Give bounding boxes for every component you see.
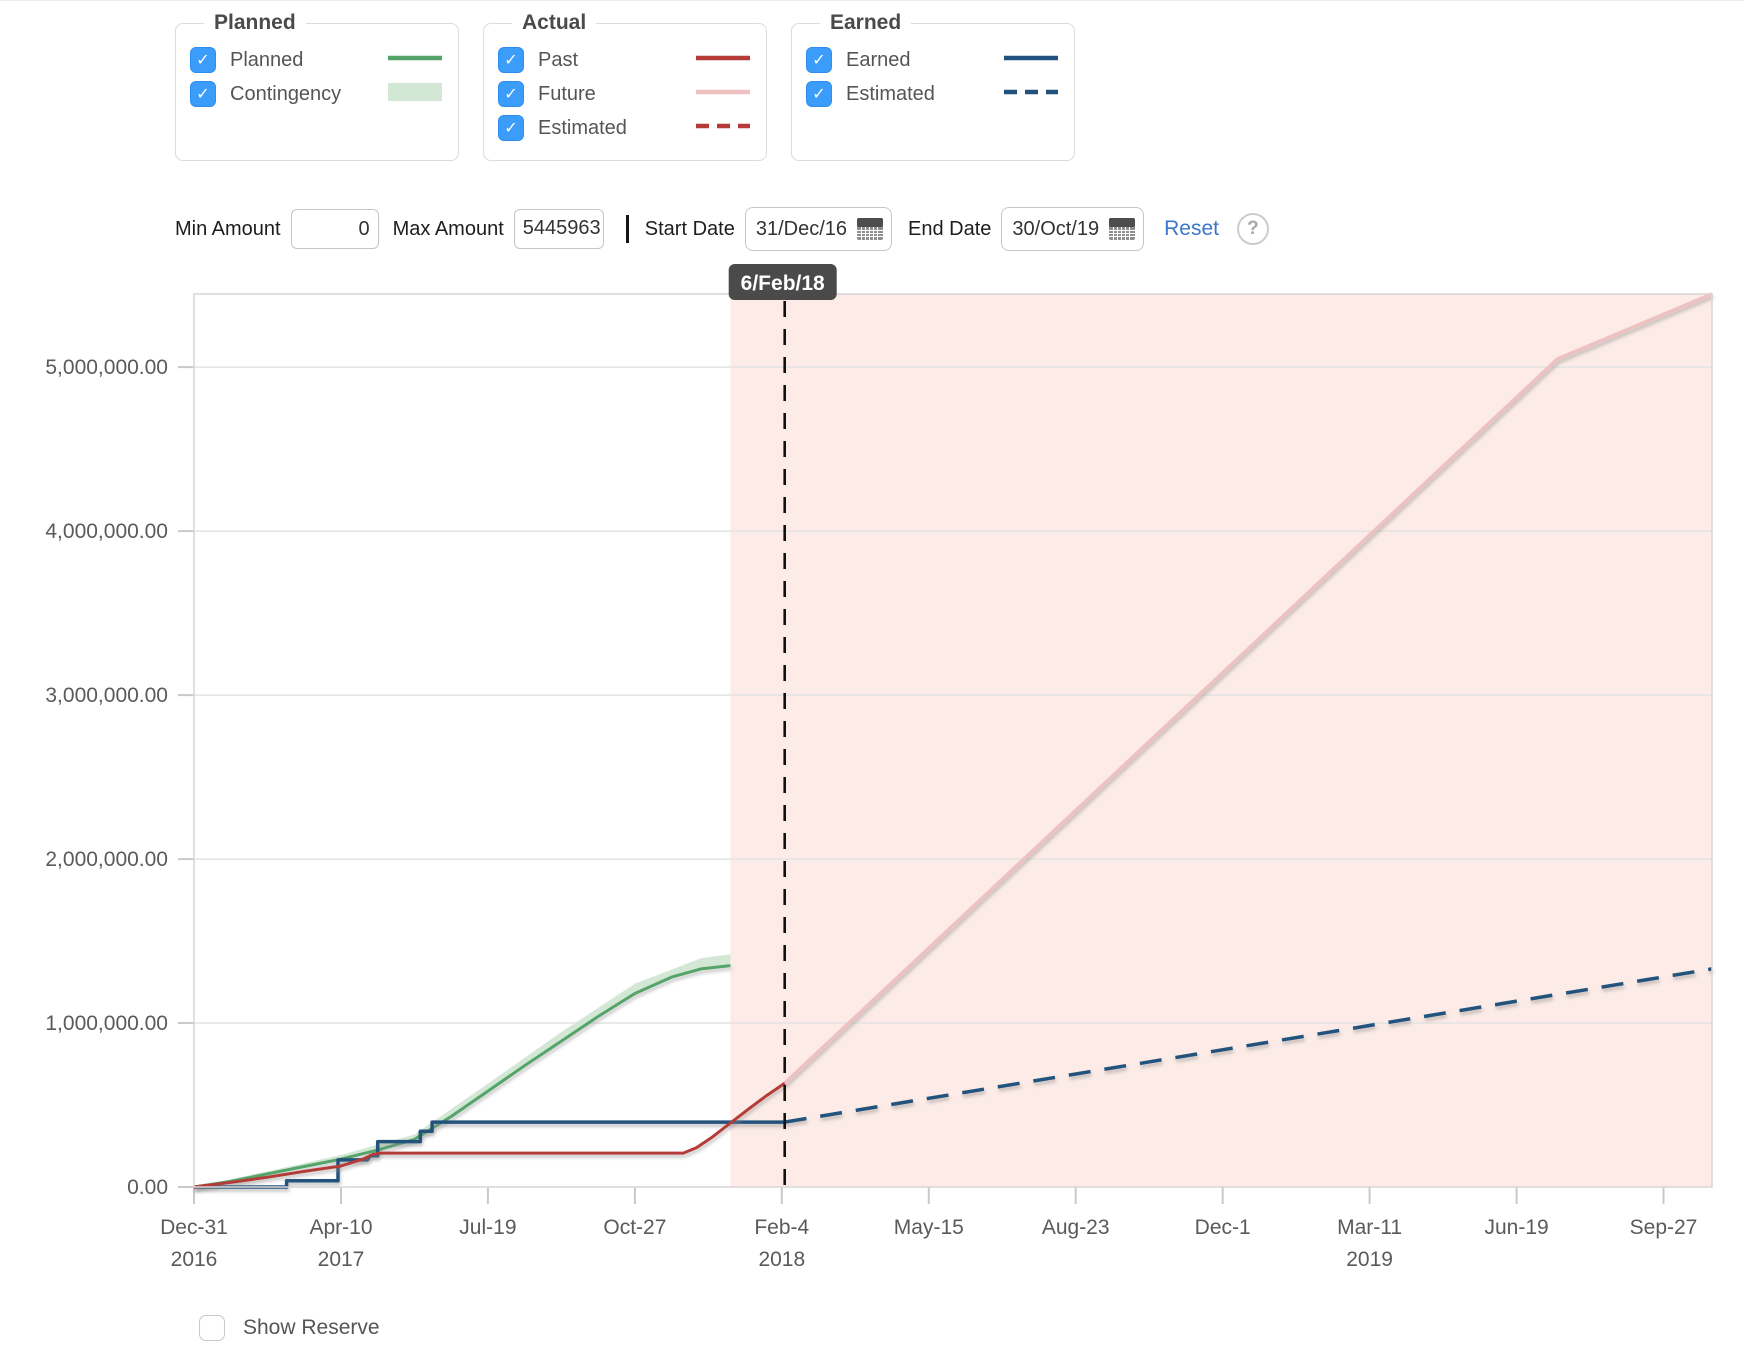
legend-item: ✓ Future xyxy=(498,77,754,111)
y-axis-label: 2,000,000.00 xyxy=(45,848,168,871)
y-axis-label: 4,000,000.00 xyxy=(45,520,168,543)
series-actual-future xyxy=(783,292,1713,1085)
legend-item-label: Estimated xyxy=(846,82,935,105)
dashed-line-swatch xyxy=(1004,89,1058,94)
start-date-value: 31/Dec/16 xyxy=(755,217,847,240)
end-date-label: End Date xyxy=(908,217,992,240)
legend-item-label: Estimated xyxy=(538,116,627,139)
actual-past-checkbox[interactable]: ✓ xyxy=(498,47,524,73)
planned-planned-checkbox[interactable]: ✓ xyxy=(190,47,216,73)
calendar-icon[interactable] xyxy=(1109,218,1136,240)
legend-item: ✓ Past xyxy=(498,43,754,77)
x-axis-label: Apr-10 xyxy=(309,1216,372,1239)
filter-bar: Min Amount Max Amount 5445963 Start Date… xyxy=(175,205,1269,253)
band-swatch xyxy=(388,82,442,101)
x-axis-year-label: 2016 xyxy=(171,1248,218,1271)
x-axis-label: Aug-23 xyxy=(1042,1216,1110,1239)
earned-estimated-checkbox[interactable]: ✓ xyxy=(806,81,832,107)
legend-item-label: Contingency xyxy=(230,82,342,105)
y-axis-label: 3,000,000.00 xyxy=(45,684,168,707)
dashed-line-swatch xyxy=(696,123,750,128)
legend-row: Planned ✓ Planned ✓ Contingency Actual ✓ Past ✓ F… xyxy=(175,11,1075,161)
start-date-label: Start Date xyxy=(644,217,735,240)
current-date-tooltip-label: 6/Feb/18 xyxy=(741,272,825,295)
line-swatch xyxy=(388,55,442,60)
help-icon[interactable]: ? xyxy=(1236,213,1269,245)
series-earned xyxy=(194,1120,785,1189)
actual-estimated-checkbox[interactable]: ✓ xyxy=(498,115,524,141)
filter-separator xyxy=(625,215,629,243)
show-reserve-label: Show Reserve xyxy=(243,1316,380,1339)
legend-group-title: Planned xyxy=(214,11,296,34)
y-axis-label: 0.00 xyxy=(127,1176,168,1199)
calendar-icon[interactable] xyxy=(857,218,883,240)
max-amount-input[interactable]: 5445963 xyxy=(513,209,604,249)
x-axis-label: Oct-27 xyxy=(603,1216,666,1239)
x-axis-year-label: 2018 xyxy=(758,1248,805,1271)
series-earned-estimated xyxy=(784,967,1713,1124)
x-axis-year-label: 2017 xyxy=(318,1248,365,1271)
start-date-input[interactable]: 31/Dec/16 xyxy=(744,207,892,251)
legend-item: ✓ Planned xyxy=(190,43,446,77)
plot-frame xyxy=(193,293,1713,1188)
legend-item: ✓ Contingency xyxy=(190,77,446,111)
legend-item: ✓ Earned xyxy=(806,43,1062,77)
x-axis-label: Jun-19 xyxy=(1484,1216,1548,1239)
line-swatch xyxy=(696,55,750,60)
legend-item-label: Earned xyxy=(846,48,911,71)
show-reserve-checkbox[interactable]: ✓ xyxy=(199,1315,225,1341)
end-date-input[interactable]: 30/Oct/19 xyxy=(1001,207,1145,251)
planned-contingency-checkbox[interactable]: ✓ xyxy=(190,81,216,107)
x-axis-label: Dec-1 xyxy=(1195,1216,1251,1239)
future-shaded-region xyxy=(730,294,1712,1187)
line-swatch xyxy=(1004,55,1058,60)
actual-future-checkbox[interactable]: ✓ xyxy=(498,81,524,107)
y-axis-label: 5,000,000.00 xyxy=(45,356,168,379)
max-amount-label: Max Amount xyxy=(392,217,504,240)
end-date-value: 30/Oct/19 xyxy=(1012,217,1100,240)
x-axis-year-label: 2019 xyxy=(1346,1248,1393,1271)
legend-group-title: Earned xyxy=(830,11,902,34)
x-axis-label: Mar-11 xyxy=(1337,1216,1402,1239)
reset-link[interactable]: Reset xyxy=(1164,217,1219,240)
x-axis-label: May-15 xyxy=(894,1216,964,1239)
legend-item-label: Future xyxy=(538,82,596,105)
min-amount-label: Min Amount xyxy=(175,217,281,240)
series-planned xyxy=(193,964,731,1189)
series-actual-past xyxy=(193,1081,786,1189)
min-amount-input[interactable] xyxy=(290,209,379,249)
contingency-band xyxy=(194,954,731,1187)
x-axis-label: Sep-27 xyxy=(1630,1216,1698,1239)
earned-earned-checkbox[interactable]: ✓ xyxy=(806,47,832,73)
legend-item: ✓ Estimated xyxy=(498,111,754,145)
legend-item-label: Planned xyxy=(230,48,304,71)
evm-chart[interactable]: 0.00 1,000,000.00 2,000,000.00 3,000,000.00… xyxy=(0,259,1744,1299)
current-date-tooltip xyxy=(728,264,837,300)
x-axis-label: Jul-19 xyxy=(459,1216,516,1239)
legend-item: ✓ Estimated xyxy=(806,77,1062,111)
show-reserve-row: ✓ Show Reserve xyxy=(199,1315,380,1341)
x-axis-label: Feb-4 xyxy=(754,1216,809,1239)
legend-group-actual: Actual ✓ Past ✓ Future ✓ Estimated xyxy=(483,11,767,161)
x-axis-label: Dec-31 xyxy=(160,1216,228,1239)
legend-group-earned: Earned ✓ Earned ✓ Estimated xyxy=(791,11,1075,161)
legend-group-title: Actual xyxy=(522,11,587,34)
legend-item-label: Past xyxy=(538,48,579,71)
legend-group-planned: Planned ✓ Planned ✓ Contingency xyxy=(175,11,459,161)
line-swatch xyxy=(696,89,750,94)
y-axis-label: 1,000,000.00 xyxy=(45,1012,168,1035)
